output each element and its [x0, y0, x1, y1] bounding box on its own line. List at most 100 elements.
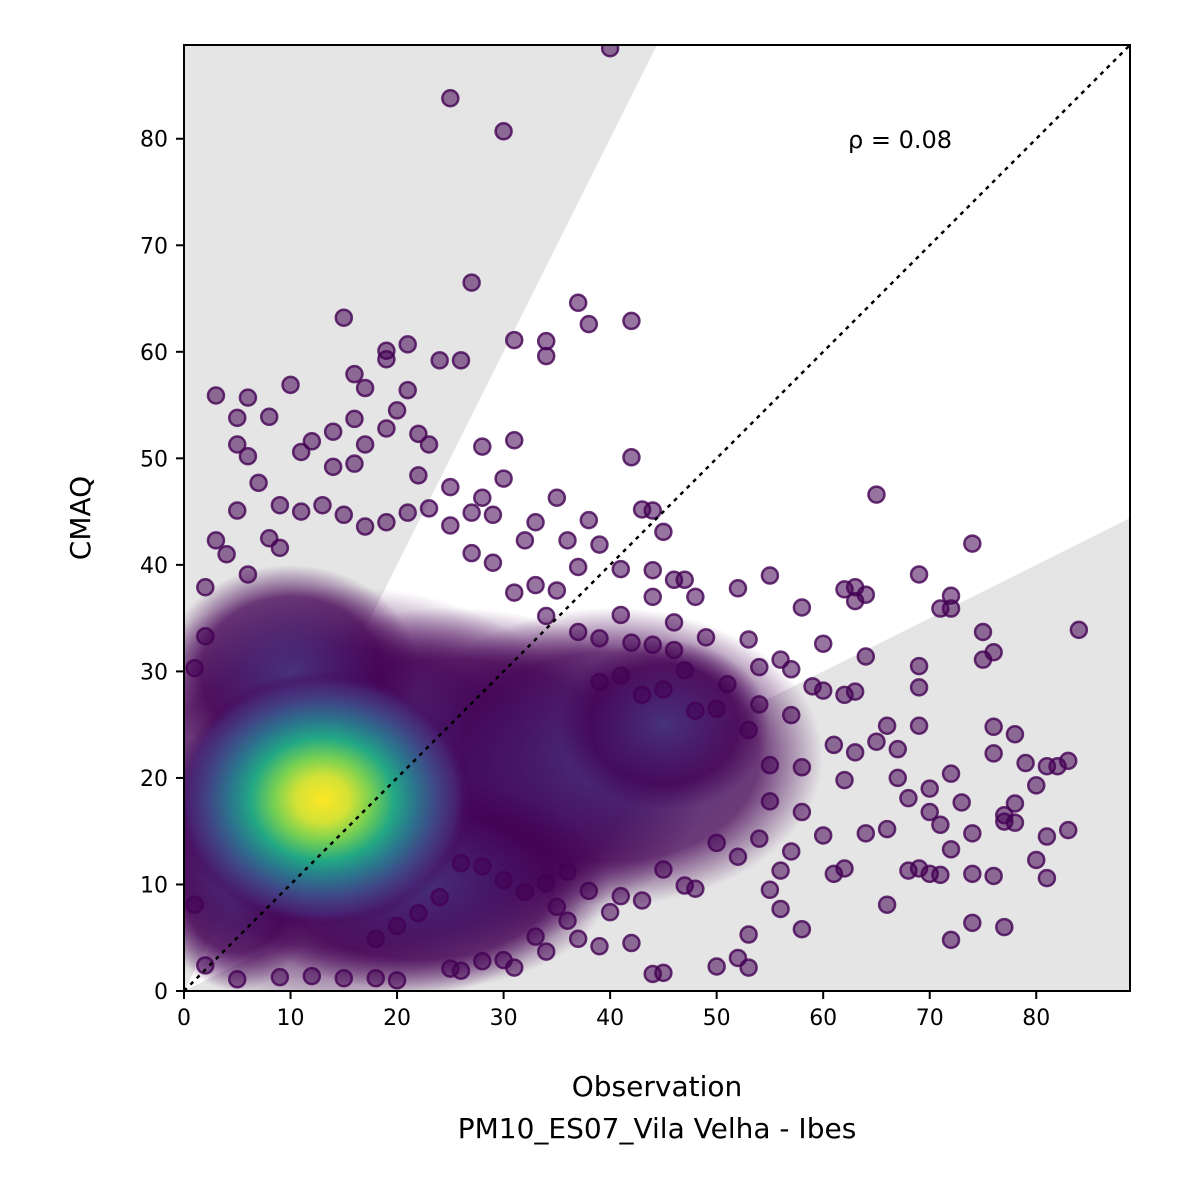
scatter-point	[430, 351, 449, 370]
scatter-point	[600, 45, 620, 58]
scatter-point	[995, 917, 1014, 937]
scatter-point	[302, 966, 322, 986]
scatter-point	[579, 510, 599, 530]
scatter-point	[750, 829, 769, 848]
scatter-point	[750, 657, 769, 677]
plot-frame	[183, 44, 1131, 992]
scatter-point	[675, 570, 694, 590]
scatter-point	[451, 351, 471, 370]
scatter-point	[611, 559, 631, 579]
scatter-point	[952, 793, 971, 812]
scatter-point	[654, 860, 673, 879]
scatter-point	[728, 579, 748, 598]
y-tick-label: 60	[140, 341, 168, 366]
annotation-rho: ρ = 0.08	[848, 126, 952, 154]
scatter-point	[728, 847, 748, 867]
scatter-point	[270, 538, 290, 558]
scatter-point	[494, 950, 513, 970]
scatter-point	[1037, 827, 1057, 846]
scatter-point	[568, 557, 588, 577]
scatter-point	[984, 866, 1003, 886]
scatter-point	[867, 732, 886, 751]
scatter-point	[781, 705, 801, 725]
scatter-point	[558, 911, 577, 930]
scatter-point	[707, 699, 726, 718]
scatter-point	[760, 792, 780, 811]
scatter-point	[856, 585, 876, 604]
scatter-point	[632, 685, 652, 705]
one-to-one-line	[184, 45, 1130, 991]
scatter-point	[238, 565, 258, 584]
scatter-point	[792, 919, 812, 939]
scatter-point	[835, 770, 854, 790]
scatter-point	[504, 430, 524, 450]
scatter-point	[899, 788, 918, 808]
scatter-point	[654, 963, 673, 983]
scatter-point	[792, 598, 812, 617]
scatter-point	[856, 824, 876, 843]
density-halo-6	[556, 639, 770, 810]
scatter-point	[547, 581, 567, 600]
scatter-point	[419, 499, 439, 518]
scatter-point	[984, 642, 1003, 662]
x-tick-label: 70	[916, 1006, 944, 1031]
scatter-point	[845, 682, 865, 701]
scatter-point	[377, 513, 396, 532]
scatter-point	[568, 622, 588, 642]
scatter-point	[675, 876, 694, 895]
scatter-point	[654, 680, 673, 699]
scatter-point	[473, 857, 492, 876]
scatter-point	[430, 888, 449, 907]
scatter-point	[515, 882, 535, 902]
scatter-point	[281, 375, 300, 395]
y-tick-label: 0	[154, 980, 168, 1005]
y-tick-label: 40	[140, 554, 168, 579]
scatter-point	[877, 819, 897, 839]
scatter-point	[196, 627, 215, 646]
scatter-point	[643, 635, 662, 655]
scatter-point	[441, 959, 460, 978]
scatter-point	[632, 891, 652, 910]
scatter-point	[1058, 820, 1078, 840]
scatter-point	[888, 739, 908, 759]
scatter-point	[387, 401, 407, 420]
scatter-point	[931, 815, 950, 835]
scatter-point	[270, 967, 290, 987]
scatter-point	[941, 599, 961, 618]
scatter-point	[643, 560, 662, 580]
scatter-point	[494, 870, 513, 890]
scatter-point	[345, 364, 364, 384]
scatter-point	[206, 531, 226, 550]
scatter-point	[536, 331, 556, 351]
scatter-point	[334, 505, 354, 525]
scatter-point	[590, 672, 609, 692]
scatter-point	[909, 678, 929, 697]
scatter-point	[323, 422, 343, 441]
y-tick-label: 10	[140, 873, 168, 898]
scatter-point	[270, 495, 290, 515]
scatter-point	[771, 899, 790, 919]
scatter-point	[941, 930, 961, 950]
scatter-point	[409, 466, 428, 485]
scatter-point	[387, 916, 407, 936]
scatter-point	[941, 840, 961, 859]
scatter-point	[781, 660, 801, 679]
scatter-point	[611, 666, 631, 685]
scatter-point	[739, 720, 758, 740]
scatter-point	[664, 640, 684, 660]
scatter-point	[196, 577, 215, 597]
scatter-point	[462, 503, 481, 522]
scatter-point	[579, 881, 599, 901]
scatter-point	[739, 925, 758, 944]
scatter-point	[536, 874, 556, 893]
scatter-point	[963, 864, 982, 884]
scatter-point	[377, 419, 396, 438]
scatter-point	[536, 346, 556, 366]
y-tick-label: 20	[140, 767, 168, 792]
scatter-point	[909, 565, 929, 584]
scatter-point	[899, 861, 918, 880]
scatter-point	[1005, 813, 1025, 832]
scatter-point	[345, 454, 364, 473]
scatter-point	[473, 488, 492, 508]
